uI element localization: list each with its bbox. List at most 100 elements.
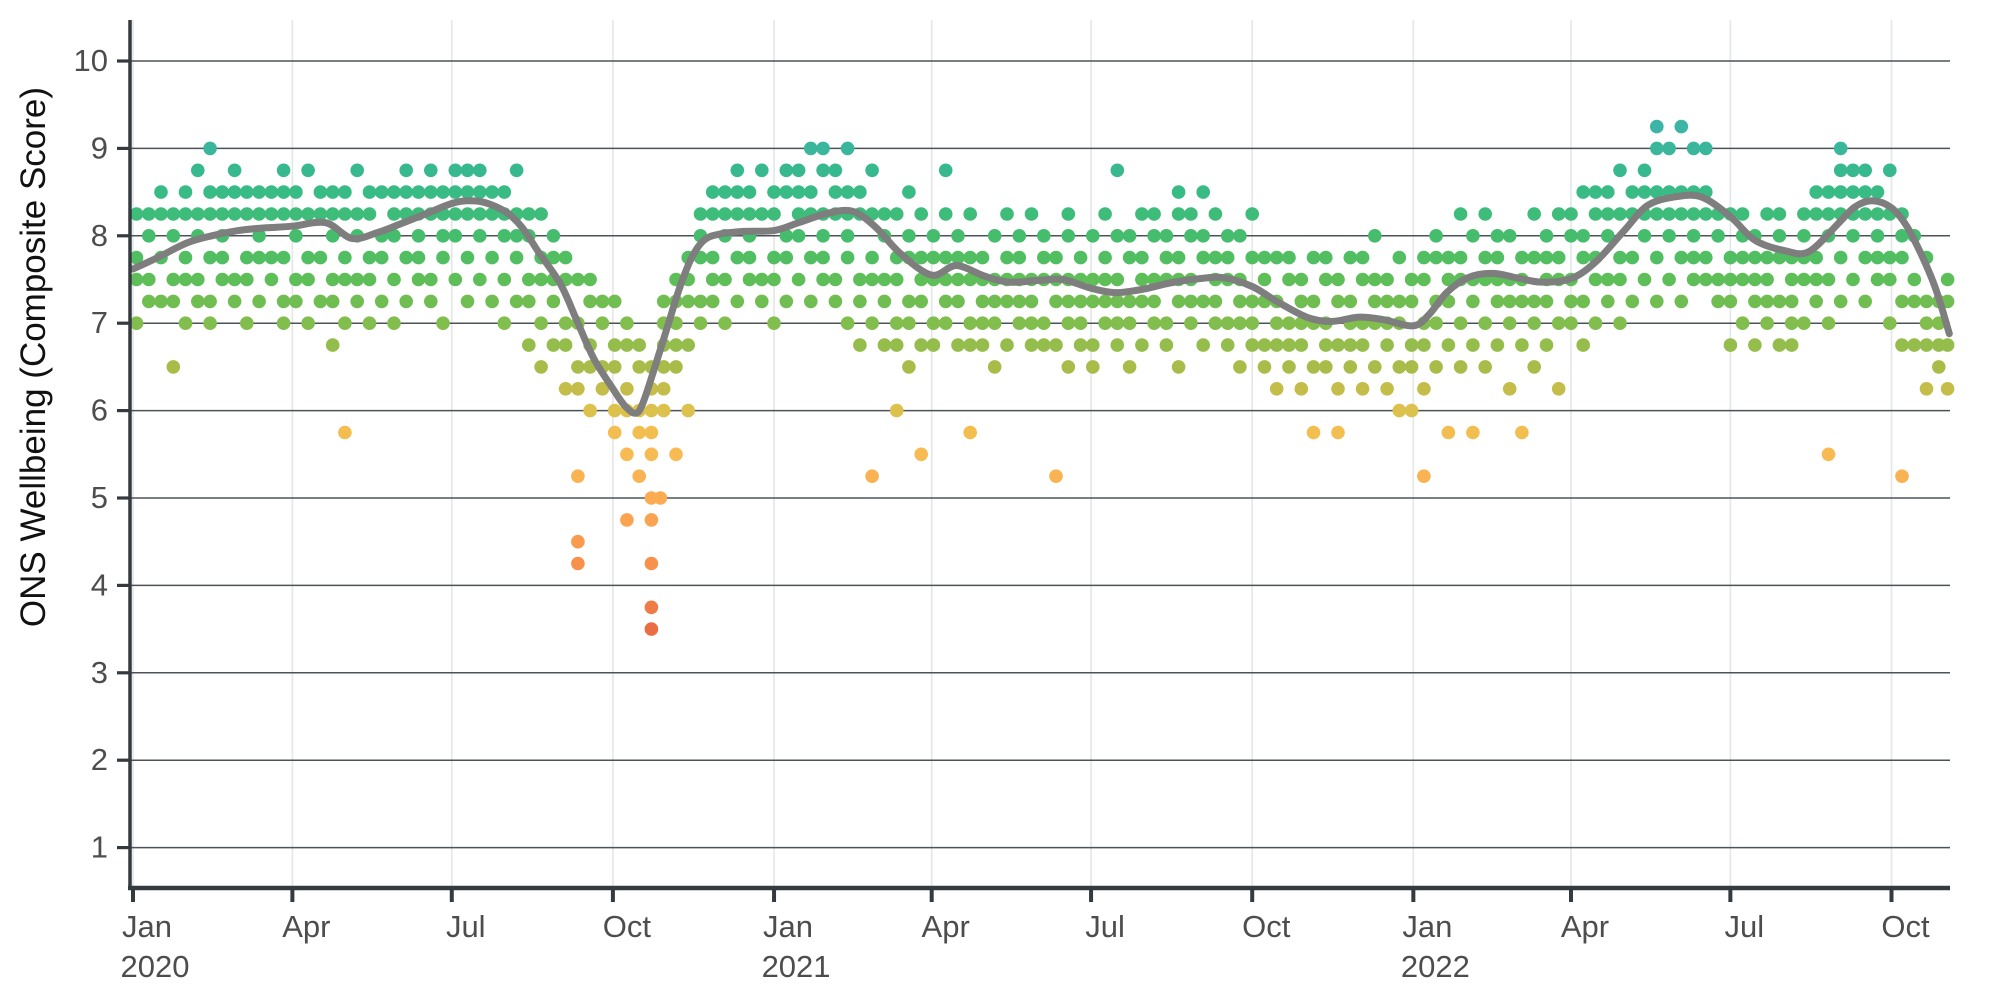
data-point	[1797, 316, 1811, 331]
data-point	[853, 294, 867, 309]
data-point	[1049, 250, 1063, 265]
data-point	[1797, 229, 1811, 243]
data-point	[1417, 272, 1431, 287]
data-point	[1940, 272, 1955, 287]
data-point	[644, 403, 659, 418]
data-point	[485, 250, 499, 265]
data-point	[987, 229, 1002, 243]
data-point	[1135, 272, 1149, 287]
data-point	[1895, 469, 1909, 484]
data-point	[411, 272, 426, 287]
data-point	[1122, 316, 1137, 331]
data-point	[1343, 338, 1358, 352]
data-point	[1037, 316, 1051, 331]
data-point	[374, 294, 389, 309]
data-point	[1110, 272, 1125, 287]
data-point	[1306, 294, 1321, 309]
data-point	[1723, 272, 1738, 287]
data-point	[620, 513, 634, 527]
data-point	[1220, 338, 1235, 352]
data-point	[325, 294, 340, 309]
data-point	[828, 272, 843, 287]
data-point	[240, 250, 254, 265]
data-point	[399, 163, 414, 178]
data-point	[1637, 185, 1652, 199]
x-tick-label: Apr	[1561, 909, 1609, 944]
data-point	[644, 556, 659, 571]
data-point	[1269, 382, 1284, 396]
x-tick-label: Oct	[603, 909, 652, 944]
data-point	[276, 250, 291, 265]
data-point	[203, 316, 217, 331]
data-point	[325, 185, 340, 199]
data-point	[1061, 229, 1076, 243]
data-point	[1429, 360, 1443, 374]
data-point	[705, 250, 720, 265]
data-point	[338, 250, 352, 265]
data-point	[497, 185, 512, 199]
data-point	[1319, 338, 1333, 352]
data-point	[325, 272, 340, 287]
data-point	[1282, 338, 1296, 352]
data-point	[1502, 229, 1517, 243]
data-point	[1883, 272, 1897, 287]
data-point	[252, 207, 266, 221]
data-point	[142, 294, 156, 309]
data-point	[1086, 229, 1100, 243]
data-point	[387, 316, 401, 331]
data-point	[779, 250, 794, 265]
data-point	[963, 425, 977, 440]
data-point	[240, 272, 254, 287]
data-point	[497, 316, 512, 331]
data-point	[534, 360, 548, 374]
data-point	[1919, 294, 1934, 309]
data-point	[1343, 294, 1358, 309]
data-point	[1858, 185, 1872, 199]
data-point	[914, 447, 928, 462]
data-point	[154, 294, 168, 309]
data-point	[178, 250, 193, 265]
data-point	[718, 272, 732, 287]
data-point	[1490, 338, 1505, 352]
data-point	[1417, 469, 1431, 484]
data-point	[583, 272, 597, 287]
data-point	[779, 185, 794, 199]
data-point	[1478, 316, 1492, 331]
data-point	[1135, 250, 1149, 265]
data-point	[1159, 316, 1174, 331]
data-point	[840, 250, 855, 265]
data-point	[1269, 250, 1284, 265]
data-point	[804, 141, 818, 156]
data-point	[203, 185, 217, 199]
data-point	[1650, 207, 1664, 221]
data-point	[816, 250, 830, 265]
data-point	[1208, 294, 1223, 309]
data-point	[203, 141, 217, 156]
data-point	[1331, 294, 1345, 309]
data-point	[1551, 207, 1566, 221]
data-point	[620, 382, 634, 396]
data-point	[1699, 141, 1713, 156]
data-point	[1135, 294, 1149, 309]
data-point	[1233, 229, 1247, 243]
data-point	[620, 338, 634, 352]
data-point	[1662, 207, 1676, 221]
trend-line	[129, 191, 1953, 417]
data-point	[215, 272, 230, 287]
y-tick-label: 10	[74, 43, 108, 78]
data-point	[1613, 250, 1627, 265]
data-point	[902, 229, 916, 243]
data-point	[1233, 294, 1247, 309]
data-point	[755, 294, 769, 309]
data-point	[632, 469, 646, 484]
data-point	[1466, 294, 1480, 309]
data-point	[644, 622, 659, 636]
data-point	[865, 250, 879, 265]
data-point	[1319, 250, 1333, 265]
data-point	[1833, 185, 1848, 199]
data-point	[963, 338, 977, 352]
data-point	[411, 229, 426, 243]
data-point	[1564, 294, 1578, 309]
data-point	[1024, 294, 1039, 309]
x-tick-label: Jan	[1402, 909, 1452, 944]
